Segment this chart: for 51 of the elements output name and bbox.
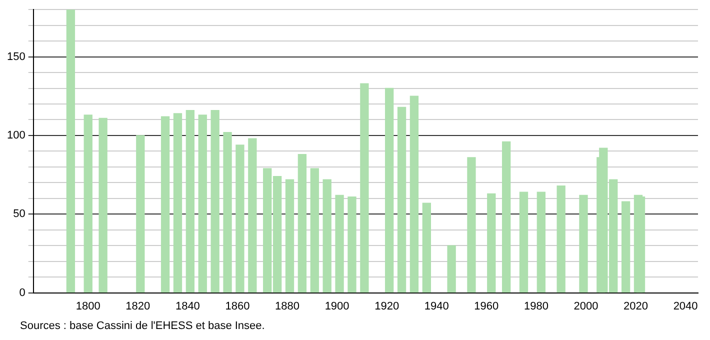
bar <box>160 116 170 293</box>
bar <box>223 132 232 293</box>
bar <box>198 114 207 293</box>
x-tick-label: 2040 <box>673 300 698 312</box>
bar <box>298 154 307 293</box>
bar <box>173 113 182 293</box>
bar <box>621 201 630 293</box>
bar <box>348 196 356 293</box>
bar <box>422 202 431 293</box>
x-tick-label: 1960 <box>474 300 499 312</box>
x-tick-label: 2020 <box>624 300 648 312</box>
bar <box>447 245 456 293</box>
x-tick-label: 1880 <box>275 300 300 312</box>
bar <box>636 196 646 293</box>
bar <box>335 194 344 293</box>
bar <box>248 138 257 293</box>
bar <box>310 168 319 293</box>
bar <box>66 10 76 293</box>
bar <box>467 157 476 293</box>
y-tick-label: 50 <box>13 208 26 220</box>
x-tick-label: 1940 <box>424 300 449 312</box>
bar <box>285 179 294 293</box>
bar <box>536 192 546 293</box>
y-tick-label: 0 <box>19 286 26 299</box>
bar <box>236 144 244 293</box>
x-tick-label: 1900 <box>324 300 350 312</box>
bar <box>84 114 92 293</box>
x-tick-label: 1920 <box>374 300 400 312</box>
bar <box>397 106 406 293</box>
bar <box>136 135 145 293</box>
bar <box>579 194 588 293</box>
bar <box>502 141 511 293</box>
y-tick-label: 150 <box>6 50 26 63</box>
bar <box>98 118 108 293</box>
bar <box>210 110 220 293</box>
y-tick-label: 100 <box>6 130 26 142</box>
bar <box>360 83 369 293</box>
source-note: Sources : base Cassini de l'EHESS et base Insee. <box>20 320 265 332</box>
bar <box>322 179 332 293</box>
x-tick-label: 1860 <box>225 300 250 312</box>
x-tick-label: 2000 <box>574 300 598 312</box>
x-tick-label: 1800 <box>76 300 100 312</box>
bar <box>556 185 566 293</box>
bar <box>410 96 419 293</box>
bar <box>519 192 528 293</box>
x-tick-label: 1980 <box>524 300 548 312</box>
bar <box>384 88 394 293</box>
x-tick-label: 1820 <box>126 300 150 312</box>
bar <box>487 193 496 293</box>
bar <box>186 110 195 293</box>
x-tick-label: 1840 <box>175 300 200 312</box>
